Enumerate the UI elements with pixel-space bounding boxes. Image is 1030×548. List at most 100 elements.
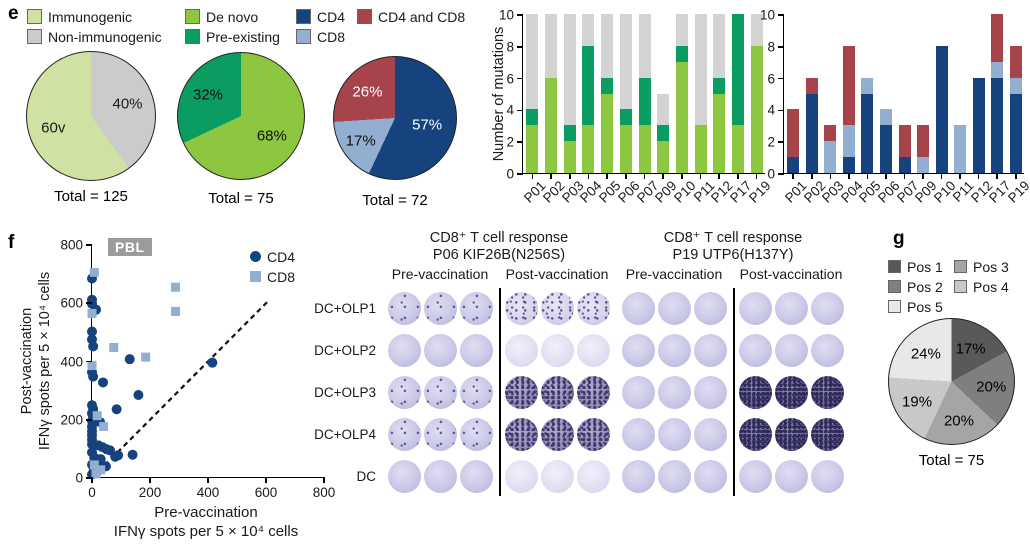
bar-segment-non-immunogenic xyxy=(675,14,688,46)
x-tick xyxy=(737,173,739,179)
elispot-well xyxy=(505,418,538,451)
x-tick xyxy=(996,173,998,179)
legend-item: Pos 2 xyxy=(888,278,950,295)
scatter-ylabel-line1: Post-vaccination xyxy=(19,307,35,415)
legend-swatch-icon xyxy=(185,29,200,44)
elispot-well xyxy=(622,334,655,367)
legend-swatch-icon xyxy=(185,9,200,24)
pie-slice-label: 24% xyxy=(910,345,941,363)
bar-segment-non-immunogenic xyxy=(638,14,651,78)
y-tick xyxy=(517,46,523,48)
x-tick xyxy=(959,173,961,179)
legend-label: Pos 5 xyxy=(907,298,943,315)
y-tick-label: 4 xyxy=(767,102,775,118)
bar-segment-cd8 xyxy=(991,61,1004,78)
scatter-canvas xyxy=(87,267,269,480)
legend-item: Pre-existing xyxy=(185,28,280,45)
elispot-well xyxy=(577,334,610,367)
bar-segment-cd4 xyxy=(787,157,800,173)
bar-segment-pre-existing xyxy=(619,109,632,126)
bar-segment-cd4-and-cd8 xyxy=(805,77,818,94)
elispot-row: DC+OLP1 xyxy=(292,292,844,325)
bar-segment-cd8 xyxy=(842,125,855,158)
elispot-condition-group xyxy=(739,376,844,409)
scatter-xlabel-line1: Pre-vaccination xyxy=(154,504,258,521)
x-tick xyxy=(550,173,552,179)
x-tick xyxy=(587,173,590,179)
elispot-well xyxy=(505,334,538,367)
pie-total-cd4-cd8: Total = 72 xyxy=(362,192,428,209)
legend-item: Immunogenic xyxy=(27,8,162,25)
scatter-point-cd8 xyxy=(89,460,99,470)
elispot-title-p19-line1: CD8⁺ T cell response xyxy=(663,230,803,246)
bar-segment-non-immunogenic xyxy=(694,14,707,126)
elispot-well xyxy=(577,460,610,493)
y-tick-label: 6 xyxy=(506,71,514,87)
bar-segment-pre-existing xyxy=(582,45,595,126)
y-tick-label: 400 xyxy=(60,354,83,369)
y-tick xyxy=(517,141,523,143)
y-tick xyxy=(517,14,523,16)
elispot-well xyxy=(577,376,610,409)
elispot-condition-group xyxy=(505,418,610,451)
bar-segment-non-immunogenic xyxy=(750,14,763,46)
y-tick-label: 2 xyxy=(767,134,775,150)
elispot-divider-p19 xyxy=(733,288,735,496)
pie-cd4-cd8: 57% 17% 26% xyxy=(333,56,457,180)
y-tick xyxy=(778,46,784,48)
pie-total-immunogenicity: Total = 125 xyxy=(54,188,128,205)
bar-segment-cd4-and-cd8 xyxy=(787,109,800,158)
scatter-point-cd8 xyxy=(96,465,106,475)
bar-segment-non-immunogenic xyxy=(582,14,595,46)
elispot-well xyxy=(424,418,457,451)
y-tick xyxy=(86,302,92,305)
x-tick xyxy=(265,477,267,483)
elispot-well xyxy=(505,460,538,493)
scatter-plot: 0 200 400 600 800 0 200 400 600 800 xyxy=(60,238,335,501)
elispot-row: DC+OLP4 xyxy=(292,418,844,451)
bar-segment-de-novo xyxy=(638,125,651,173)
bar-segment-de-novo xyxy=(545,77,558,173)
elispot-title-p06: CD8⁺ T cell response P06 KIF26B(N256S) xyxy=(430,230,569,264)
legend-label: De novo xyxy=(206,8,259,25)
elispot-condition-group xyxy=(739,334,844,367)
elispot-well xyxy=(424,334,457,367)
legend-label: CD4 xyxy=(317,8,346,25)
bar-segment-non-immunogenic xyxy=(619,14,632,110)
scatter-point-cd4 xyxy=(133,389,144,400)
pie-de-novo: 68% 32% xyxy=(177,52,305,180)
elispot-well xyxy=(622,376,655,409)
elispot-well xyxy=(505,292,538,325)
bar-segment-non-immunogenic xyxy=(713,14,726,78)
elispot-well xyxy=(388,460,421,493)
legend-swatch-icon xyxy=(888,300,901,313)
elispot-well xyxy=(775,376,808,409)
y-tick xyxy=(517,109,523,112)
scatter-point-cd8 xyxy=(171,282,181,292)
elispot-title-p19: CD8⁺ T cell response P19 UTP6(H137Y) xyxy=(664,230,803,264)
elispot-well xyxy=(775,418,808,451)
x-tick xyxy=(866,173,869,179)
elispot-well xyxy=(460,292,493,325)
scatter-point-cd4 xyxy=(88,371,99,382)
elispot-row: DC+OLP2 xyxy=(292,334,844,367)
y-tick-label: 10 xyxy=(498,7,514,23)
y-tick-label: 2 xyxy=(506,134,514,150)
scatter-point-cd8 xyxy=(141,352,151,362)
identity-line xyxy=(91,301,269,479)
y-tick-label: 0 xyxy=(767,166,775,182)
legend-item: CD4 xyxy=(250,248,295,265)
bar-segment-de-novo xyxy=(563,141,576,173)
elispot-row-label: DC xyxy=(356,469,377,484)
y-tick-label: 0 xyxy=(75,470,83,486)
elispot-condition-group xyxy=(739,418,844,451)
y-tick-label: 600 xyxy=(60,295,83,311)
legend-item: De novo xyxy=(185,8,280,25)
legend-tcell-both: CD4 and CD8 xyxy=(357,8,465,25)
x-tick xyxy=(323,477,325,483)
bar-segment-cd4 xyxy=(1009,93,1022,173)
pbl-badge: PBL xyxy=(108,238,152,256)
legend-positions: Pos 1 Pos 3 Pos 2 Pos 4 Pos 5 xyxy=(888,258,1009,315)
x-tick xyxy=(699,173,702,179)
pie-slice-label: 68% xyxy=(256,127,287,145)
